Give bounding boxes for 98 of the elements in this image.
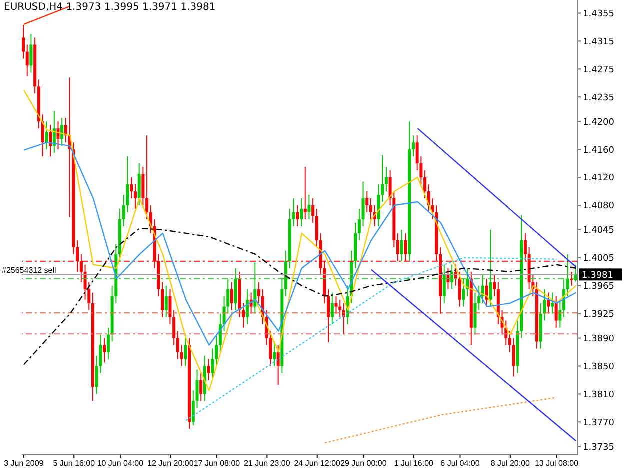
candlestick — [180, 344, 184, 367]
candlestick — [512, 338, 516, 378]
candlestick — [458, 271, 462, 308]
x-tick-label: 21 Jun 23:00 — [244, 459, 291, 468]
candlestick — [508, 330, 512, 353]
candlestick — [22, 24, 25, 60]
candlestick — [130, 177, 134, 199]
candlestick — [442, 264, 446, 304]
candlestick — [196, 369, 199, 409]
candlestick — [384, 166, 388, 192]
candlestick — [49, 124, 52, 158]
candlestick — [338, 299, 342, 318]
candlestick — [246, 288, 249, 325]
x-tick-label: 3 Jun 2009 — [4, 459, 44, 468]
candlestick — [161, 282, 164, 318]
candlestick — [272, 341, 276, 367]
candlestick — [358, 208, 361, 241]
candlestick — [200, 372, 203, 402]
candlestick — [211, 348, 214, 381]
x-tick-label: 24 Jun 12:00 — [294, 459, 342, 468]
candlestick — [558, 299, 562, 328]
x-tick-label: 8 Jul 20:00 — [490, 459, 531, 468]
y-tick-label: 1.4160 — [583, 146, 615, 156]
y-tick-label: 1.3810 — [583, 390, 615, 400]
y-tick-label: 1.3890 — [583, 334, 615, 344]
y-tick-label: 1.4200 — [583, 118, 615, 128]
candlestick — [300, 198, 303, 227]
candlestick — [207, 358, 210, 381]
candlestick — [126, 156, 130, 213]
y-tick-label: 1.3770 — [583, 418, 615, 428]
candlestick — [230, 282, 234, 311]
candlestick — [308, 194, 311, 220]
candlestick — [400, 229, 404, 262]
candlestick — [106, 327, 110, 360]
candlestick — [327, 288, 330, 343]
candlestick — [543, 288, 546, 322]
candlestick — [462, 278, 466, 308]
x-tick-label: 1 Jul 16:00 — [394, 459, 434, 468]
candlestick — [547, 292, 550, 314]
y-tick-label: 1.4235 — [583, 93, 614, 104]
candlestick — [292, 198, 296, 227]
line-series — [185, 257, 558, 422]
candlestick — [554, 296, 558, 328]
candlestick — [134, 184, 137, 210]
x-tick-label: 5 Jun 16:00 — [53, 459, 96, 468]
candlestick — [493, 274, 496, 297]
candlestick — [381, 154, 384, 202]
candlestick — [192, 390, 195, 426]
candlestick — [164, 285, 168, 318]
candlestick — [370, 198, 372, 220]
y-tick-label: 1.4315 — [583, 37, 614, 48]
x-tick-label: 13 Jul 08:00 — [534, 459, 580, 468]
y-tick-label: 1.4120 — [583, 174, 615, 184]
candlestick — [424, 170, 427, 199]
candlestick — [242, 302, 246, 328]
candlestick — [168, 288, 172, 325]
ref-line-label: 1.3981 — [582, 271, 614, 282]
candlestick — [122, 194, 126, 227]
candlestick — [334, 296, 338, 314]
y-tick-label: 1.4355 — [583, 9, 614, 20]
candlestick — [215, 334, 218, 367]
x-tick-label: 6 Jul 04:00 — [440, 459, 480, 468]
candlestick — [296, 204, 300, 227]
candlestick — [60, 118, 64, 147]
candlestick — [218, 313, 222, 353]
y-tick-label: 1.4005 — [583, 254, 614, 264]
candlestick — [566, 254, 570, 297]
ref-line-label: #25654312 sell — [2, 266, 56, 275]
candlestick — [489, 229, 492, 308]
candlestick — [30, 34, 33, 74]
x-tick-label: 29 Jun 00:00 — [340, 459, 388, 468]
candlestick — [362, 181, 365, 227]
candlestick — [103, 338, 106, 364]
candlestick — [330, 292, 334, 325]
y-tick-label: 1.3850 — [583, 362, 615, 372]
y-tick-label: 1.3965 — [583, 282, 614, 292]
candlestick — [304, 166, 307, 220]
candlestick — [258, 282, 261, 304]
candlestick — [172, 310, 176, 346]
candlestick — [550, 292, 554, 314]
candlestick — [146, 135, 149, 220]
candlestick — [41, 114, 44, 158]
candlestick — [26, 44, 29, 77]
x-tick-label: 12 Jun 20:00 — [148, 459, 194, 468]
y-tick-label: 1.3925 — [583, 310, 614, 320]
candlestick — [412, 135, 415, 158]
candlestick — [366, 191, 369, 213]
candlestick — [276, 344, 280, 386]
candlestick — [312, 198, 315, 224]
candlestick — [45, 121, 48, 150]
candlestick — [176, 330, 180, 360]
y-tick-label: 1.3735 — [583, 442, 614, 453]
x-tick-label: 17 Jun 08:00 — [194, 459, 241, 468]
y-tick-label: 1.4275 — [583, 65, 614, 76]
chart-title: EURUSD,H4 1.3973 1.3995 1.3971 1.3981 — [4, 2, 216, 13]
y-tick-label: 1.4045 — [583, 226, 614, 236]
y-tick-label: 1.4080 — [583, 202, 615, 212]
x-tick-label: 10 Jun 04:00 — [97, 459, 144, 468]
